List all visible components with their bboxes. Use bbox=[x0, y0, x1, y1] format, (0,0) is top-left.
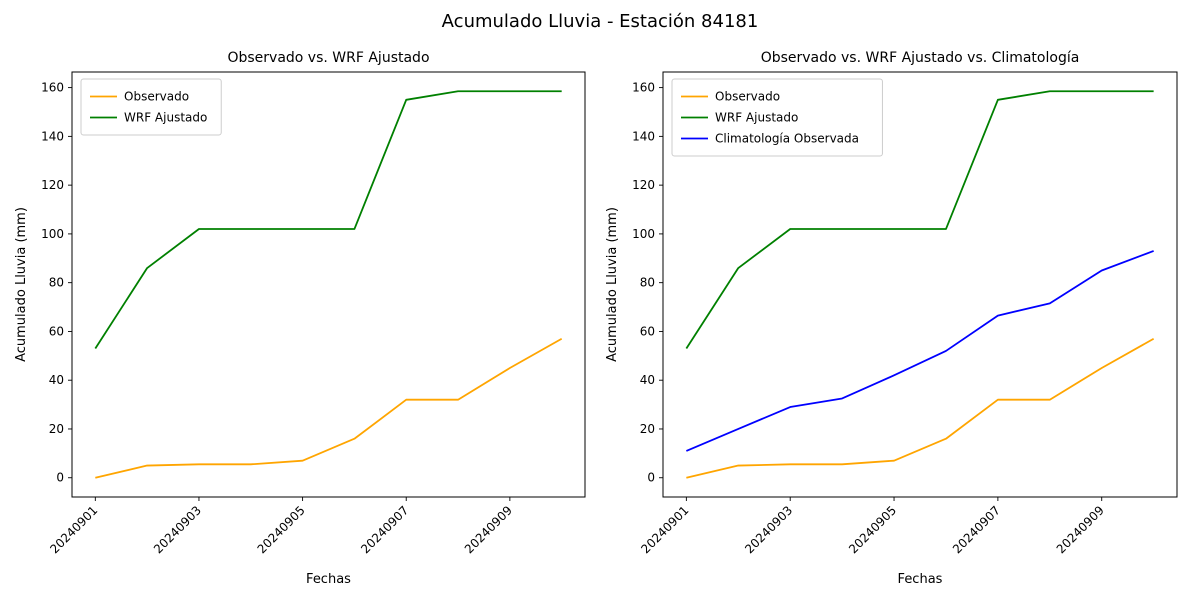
x-axis-label: Fechas bbox=[898, 572, 943, 587]
y-tick-label: 80 bbox=[49, 276, 64, 290]
y-tick-label: 20 bbox=[49, 422, 64, 436]
legend-box bbox=[80, 78, 222, 136]
legend-label-observado: Observado bbox=[715, 89, 780, 103]
x-tick-label: 20240909 bbox=[1054, 503, 1107, 556]
y-tick-label: 60 bbox=[49, 324, 64, 338]
x-tick-label: 20240903 bbox=[151, 503, 204, 556]
y-tick-label: 100 bbox=[41, 227, 64, 241]
x-tick-label: 20240905 bbox=[255, 503, 308, 556]
figure-suptitle: Acumulado Lluvia - Estación 84181 bbox=[441, 11, 759, 32]
y-tick-label: 120 bbox=[632, 178, 655, 192]
x-axis-label: Fechas bbox=[306, 572, 351, 587]
right-chart: 0 20 40 60 80 100 120 140 160 20240901 20240903 202… bbox=[605, 50, 1178, 587]
x-tick-label: 20240903 bbox=[742, 503, 795, 556]
y-tick-label: 0 bbox=[647, 471, 655, 485]
plot-border bbox=[662, 71, 1178, 498]
series-line-wrf-ajustado bbox=[94, 90, 562, 349]
y-tick-label: 60 bbox=[640, 324, 655, 338]
x-tick-label: 20240905 bbox=[846, 503, 899, 556]
y-tick-label: 100 bbox=[632, 227, 655, 241]
legend-label-climatolog-a-observada: Climatología Observada bbox=[715, 131, 859, 145]
y-tick-label: 0 bbox=[56, 471, 64, 485]
plot-border bbox=[71, 71, 586, 498]
y-tick-label: 160 bbox=[632, 81, 655, 95]
legend-label-wrf-ajustado: WRF Ajustado bbox=[715, 110, 798, 124]
series-line-observado bbox=[95, 337, 563, 479]
legend-box bbox=[671, 78, 883, 157]
y-tick-label: 120 bbox=[41, 178, 64, 192]
legend: Observado WRF Ajustado bbox=[80, 78, 222, 136]
y-tick-label: 40 bbox=[49, 373, 64, 387]
legend-label-observado: Observado bbox=[124, 89, 189, 103]
left-chart: 0 20 40 60 80 100 120 140 160 20240901 20240903 202… bbox=[14, 50, 586, 587]
x-tick-label: 20240901 bbox=[638, 503, 691, 556]
x-tick-label: 20240909 bbox=[462, 503, 515, 556]
series-line-wrf-ajustado bbox=[685, 90, 1154, 349]
series-line-observado bbox=[686, 337, 1155, 479]
y-tick-label: 20 bbox=[640, 422, 655, 436]
x-tick-label: 20240907 bbox=[950, 503, 1003, 556]
x-tick-label: 20240907 bbox=[358, 503, 411, 556]
y-tick-label: 80 bbox=[640, 276, 655, 290]
legend: Observado WRF Ajustado Climatología Observ… bbox=[671, 78, 883, 157]
legend-label-wrf-ajustado: WRF Ajustado bbox=[124, 110, 207, 124]
y-tick-label: 40 bbox=[640, 373, 655, 387]
axes-title: Observado vs. WRF Ajustado bbox=[227, 50, 429, 66]
series-line-climatolog-a-observada bbox=[686, 250, 1154, 452]
y-tick-label: 140 bbox=[41, 129, 64, 143]
y-tick-label: 140 bbox=[632, 129, 655, 143]
y-axis-label: Acumulado Lluvia (mm) bbox=[14, 207, 29, 362]
y-tick-label: 160 bbox=[41, 81, 64, 95]
y-axis-label: Acumulado Lluvia (mm) bbox=[605, 207, 620, 362]
x-tick-label: 20240901 bbox=[47, 503, 100, 556]
axes-title: Observado vs. WRF Ajustado vs. Climatolo… bbox=[761, 50, 1080, 66]
